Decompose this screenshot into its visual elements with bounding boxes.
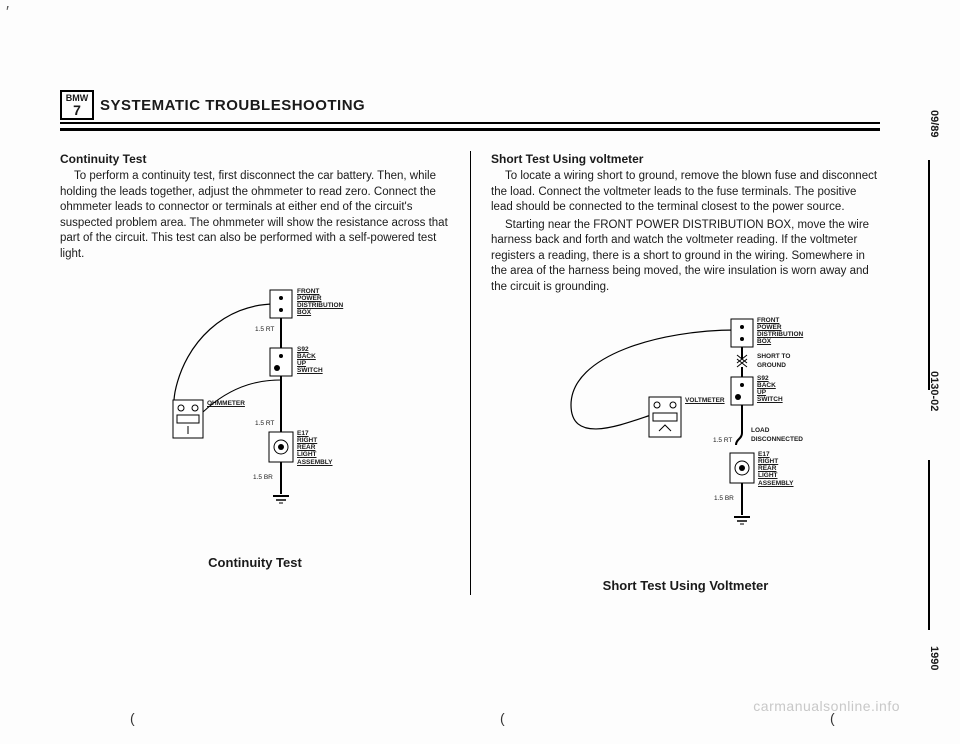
- diagram2-box1: FRONT POWER DISTRIBUTION BOX: [757, 317, 827, 346]
- diagram2-box2: S92 BACK UP SWITCH: [757, 375, 827, 404]
- bmw-logo: BMW 7: [60, 90, 94, 120]
- left-caption: Continuity Test: [60, 554, 450, 572]
- page-content: BMW 7 SYSTEMATIC TROUBLESHOOTING Continu…: [60, 90, 880, 595]
- side-mid: 0130-02: [928, 371, 940, 411]
- footer-paren-3: (: [830, 710, 835, 726]
- right-body2: Starting near the FRONT POWER DISTRIBUTI…: [491, 218, 880, 296]
- corner-mark: ′: [6, 4, 9, 22]
- diagram-wire2: 1.5 RT: [255, 420, 285, 429]
- side-top: 09/89: [928, 110, 940, 138]
- page-header: BMW 7 SYSTEMATIC TROUBLESHOOTING: [60, 90, 880, 124]
- footer-paren-2: (: [500, 710, 505, 726]
- diagram2-wire1: 1.5 RT: [713, 437, 743, 446]
- left-column: Continuity Test To perform a continuity …: [60, 151, 470, 595]
- two-column-layout: Continuity Test To perform a continuity …: [60, 151, 880, 595]
- diagram2-meter: VOLTMETER: [685, 397, 740, 404]
- diagram2-short: SHORT TO GROUND: [757, 353, 817, 371]
- diagram-label-box2: S92 BACK UP SWITCH: [297, 346, 367, 375]
- short-test-diagram: FRONT POWER DISTRIBUTION BOX SHORT TO GR…: [491, 315, 880, 565]
- diagram-wire1: 1.5 RT: [255, 326, 285, 335]
- side-labels: 09/89 0130-02 1990: [928, 110, 940, 670]
- left-body: To perform a continuity test, first disc…: [60, 169, 450, 262]
- right-caption: Short Test Using Voltmeter: [491, 577, 880, 595]
- diagram-label-box3: E17 RIGHT REAR LIGHT ASSEMBLY: [297, 430, 367, 466]
- diagram2-wire2: 1.5 BR: [714, 495, 744, 504]
- right-column: Short Test Using voltmeter To locate a w…: [470, 151, 880, 595]
- diagram-wire3: 1.5 BR: [253, 474, 283, 483]
- diagram2-box3: E17 RIGHT REAR LIGHT ASSEMBLY: [758, 451, 828, 487]
- diagram-meter-label: OHMMETER: [207, 400, 262, 407]
- logo-series: 7: [73, 103, 81, 117]
- right-heading: Short Test Using voltmeter: [491, 151, 880, 167]
- header-rule: [60, 128, 880, 131]
- diagram-label-box1: FRONT POWER DISTRIBUTION BOX: [297, 288, 367, 317]
- right-body1: To locate a wiring short to ground, remo…: [491, 169, 880, 216]
- side-bottom: 1990: [928, 646, 940, 670]
- diagram2-load: LOAD DISCONNECTED: [751, 427, 821, 445]
- left-heading: Continuity Test: [60, 151, 450, 167]
- footer-paren-1: (: [130, 710, 135, 726]
- continuity-diagram: FRONT POWER DISTRIBUTION BOX 1.5 RT S92 …: [60, 282, 450, 542]
- header-title: SYSTEMATIC TROUBLESHOOTING: [100, 97, 365, 114]
- watermark: carmanualsonline.info: [753, 698, 900, 714]
